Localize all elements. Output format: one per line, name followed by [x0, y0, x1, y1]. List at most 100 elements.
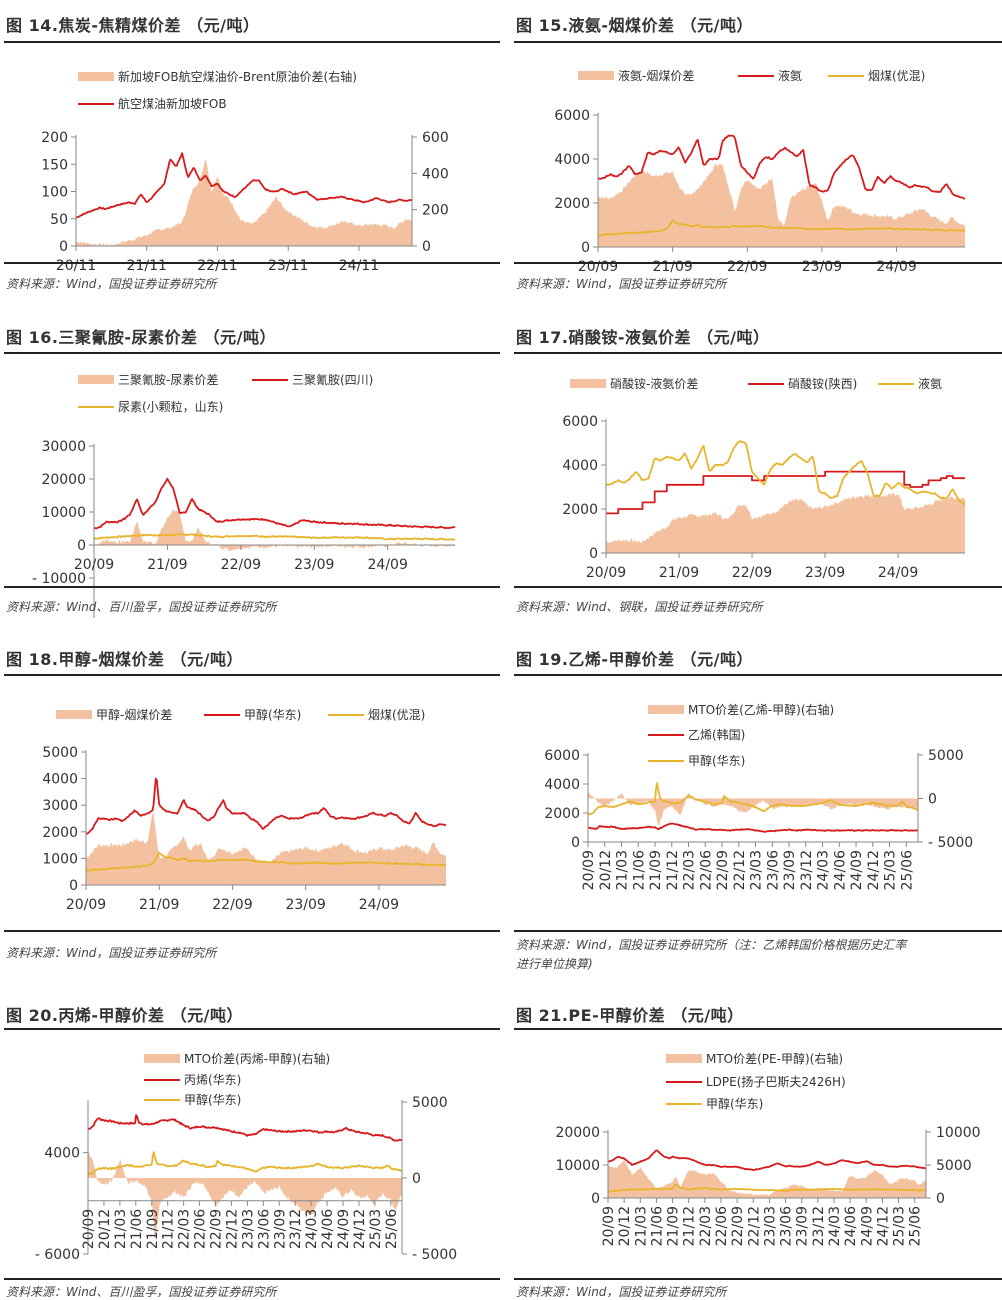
x-tick-label: 24/09 — [859, 1206, 875, 1246]
x-tick-label: 24/12 — [875, 1206, 891, 1246]
plot-area — [93, 477, 456, 552]
series-line-1 — [75, 152, 413, 219]
legend-label: 甲醇-烟煤价差 — [96, 707, 172, 722]
legend-label: 三聚氰胺(四川) — [292, 372, 373, 387]
legend-item: 丙烯(华东) — [144, 1073, 241, 1087]
y-tick-label: 6000 — [544, 748, 580, 764]
chart-panel-fig20: 图 20.丙烯-甲醇价差 （元/吨） MTO价差(丙烯-甲醇)(右轴) 丙烯(华东… — [0, 1002, 500, 1300]
x-tick-label: 23/09 — [294, 557, 334, 573]
title-divider — [4, 674, 500, 676]
legend-item: 航空煤油新加坡FOB — [78, 96, 227, 111]
series-area-0 — [88, 1150, 402, 1241]
x-tick-label: 20/11 — [56, 258, 96, 274]
legend-item: 甲醇(华东) — [204, 707, 301, 722]
x-tick-label: 21/03 — [113, 1209, 129, 1249]
y-tick-label: 3000 — [42, 798, 78, 814]
legend-label: 甲醇(华东) — [706, 1096, 763, 1111]
y-tick-label: 20000 — [41, 472, 86, 488]
y-tick-label: 30000 — [41, 439, 86, 455]
x-tick-label: 24/03 — [816, 850, 832, 890]
legend-swatch-area — [78, 375, 114, 384]
source-divider — [514, 930, 1002, 932]
chart-title: 图 15.液氨-烟煤价差 （元/吨） — [516, 16, 753, 35]
legend-label: 液氨 — [778, 68, 802, 83]
series-line-2 — [93, 533, 456, 541]
x-tick-label: 21/11 — [127, 258, 167, 274]
legend-item: 硝酸铵-液氨价差 — [570, 376, 698, 391]
x-tick-label: 22/09 — [715, 850, 731, 890]
series-area-0 — [86, 811, 446, 885]
x-tick-label: 20/12 — [598, 850, 614, 890]
x-tick-label: 22/06 — [698, 850, 714, 890]
legend-label: 液氨-烟煤价差 — [618, 68, 694, 83]
x-tick-label: 25/03 — [892, 1206, 908, 1246]
y-tick-label-right: 200 — [422, 203, 449, 219]
legend-label: MTO价差(丙烯-甲醇)(右轴) — [184, 1051, 330, 1066]
legend-item: 新加坡FOB航空煤油价-Brent原油价差(右轴) — [78, 69, 357, 84]
chart-panel-fig14: 图 14.焦炭-焦精煤价差 （元/吨） 新加坡FOB航空煤油价-Brent原油价… — [0, 12, 500, 312]
y-tick-label: 0 — [59, 239, 68, 255]
legend-item: 三聚氰胺-尿素价差 — [78, 372, 218, 387]
title-divider — [4, 1028, 500, 1030]
title-divider — [514, 1028, 1002, 1030]
x-tick-label: 24/09 — [359, 897, 399, 913]
source-note: 资料来源：Wind，国投证券证券研究所 — [516, 277, 727, 291]
y-tick-label: 4000 — [42, 772, 78, 788]
plot-area — [605, 440, 966, 553]
x-tick-label: 21/12 — [682, 1206, 698, 1246]
y-tick-label-right: 5000 — [936, 1158, 972, 1174]
chart-fig20: MTO价差(丙烯-甲醇)(右轴) 丙烯(华东) 甲醇(华东) - 6000 4000 - … — [35, 1051, 457, 1263]
legend-item: 尿素(小颗粒，山东) — [78, 399, 223, 414]
x-tick-label: 23/12 — [288, 1209, 304, 1249]
x-tick-label: 23/06 — [779, 1206, 795, 1246]
series-line-1 — [597, 134, 966, 200]
x-tick-label: 22/09 — [221, 557, 261, 573]
legend-label: 新加坡FOB航空煤油价-Brent原油价差(右轴) — [118, 69, 357, 84]
x-tick-label: 22/11 — [197, 258, 237, 274]
x-tick-label: 20/12 — [617, 1206, 633, 1246]
legend-item: 甲醇-烟煤价差 — [56, 707, 172, 722]
legend-item: 乙烯(韩国) — [648, 727, 745, 742]
y-tick-label: 0 — [69, 878, 78, 894]
source-note: 资料来源：Wind、百川盈孚，国投证券证券研究所 — [6, 1285, 277, 1299]
x-tick-label: 22/09 — [212, 897, 252, 913]
y-tick-label: 50 — [50, 212, 68, 228]
title-divider — [514, 674, 1002, 676]
legend-label: MTO价差(乙烯-甲醇)(右轴) — [688, 702, 834, 717]
y-tick-label: 6000 — [562, 414, 598, 430]
legend-item: 三聚氰胺(四川) — [252, 372, 373, 387]
x-tick-label: 22/09 — [730, 1206, 746, 1246]
x-tick-label: 21/12 — [161, 1209, 177, 1249]
y-tick-label: 200 — [41, 130, 68, 146]
x-tick-label: 24/09 — [368, 557, 408, 573]
y-tick-label: - 10000 — [32, 571, 86, 587]
x-tick-label: 24/09 — [336, 1209, 352, 1249]
plot-area — [587, 782, 919, 833]
legend-item: 液氨-烟煤价差 — [578, 68, 694, 83]
source-note: 资料来源：Wind，国投证券证券研究所 — [516, 1285, 727, 1299]
series-line-2 — [607, 1183, 927, 1193]
x-tick-label: 20/09 — [74, 557, 114, 573]
y-tick-label: 2000 — [554, 196, 590, 212]
series-line-2 — [85, 851, 447, 872]
x-tick-label: 23/11 — [268, 258, 308, 274]
x-tick-label: 24/06 — [843, 1206, 859, 1246]
y-tick-label-right: 10000 — [936, 1125, 981, 1141]
chart-title: 图 21.PE-甲醇价差 （元/吨） — [516, 1006, 744, 1025]
x-tick-label: 22/12 — [224, 1209, 240, 1249]
x-tick-label: 22/12 — [746, 1206, 762, 1246]
y-tick-label-right: 5000 — [928, 748, 964, 764]
title-divider — [514, 41, 1002, 43]
y-tick-label: 100 — [41, 185, 68, 201]
y-tick-label: 10000 — [555, 1158, 600, 1174]
x-tick-label: 25/06 — [908, 1206, 924, 1246]
x-tick-label: 23/09 — [805, 565, 845, 581]
x-tick-label: 23/09 — [795, 1206, 811, 1246]
y-tick-label: 20000 — [555, 1125, 600, 1141]
source-divider — [514, 586, 1002, 588]
y-tick-label-right: - 5000 — [412, 1247, 457, 1263]
x-tick-label: 24/03 — [304, 1209, 320, 1249]
x-tick-label: 24/12 — [352, 1209, 368, 1249]
